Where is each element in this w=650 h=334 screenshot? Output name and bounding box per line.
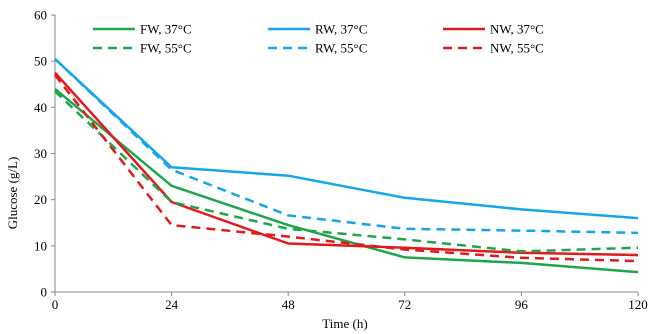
y-tick-label: 30 xyxy=(34,146,47,161)
y-axis-title: Glucose (g/L) xyxy=(5,157,20,230)
series-line-nw-55-c xyxy=(54,74,639,263)
y-tick-label: 60 xyxy=(34,8,47,23)
axes: 0 10 20 30 40 50 60 0 24 48 72 96 120 xyxy=(34,8,648,313)
series-line-fw-37-c xyxy=(54,87,639,274)
x-axis-title: Time (h) xyxy=(322,316,367,331)
series-line-nw-37-c xyxy=(54,71,639,257)
y-tick-label: 50 xyxy=(34,54,47,69)
x-tick-label: 0 xyxy=(52,297,59,312)
y-tick-label: 0 xyxy=(41,285,48,300)
series-line-rw-55-c xyxy=(54,57,639,235)
legend: FW, 37°C RW, 37°C NW, 37°C FW, 55°C RW, 55°C… xyxy=(93,22,544,56)
legend-label: FW, 37°C xyxy=(140,22,192,37)
legend-label: RW, 37°C xyxy=(315,22,367,37)
x-tick-label: 24 xyxy=(165,297,179,312)
legend-label: NW, 37°C xyxy=(490,22,544,37)
legend-label: NW, 55°C xyxy=(490,41,544,56)
x-tick-label: 96 xyxy=(515,297,529,312)
legend-label: FW, 55°C xyxy=(140,41,192,56)
series-layer xyxy=(54,57,639,274)
x-tick-label: 48 xyxy=(282,297,295,312)
y-tick-label: 10 xyxy=(34,238,47,253)
x-tick-label: 120 xyxy=(628,297,648,312)
y-tick-label: 20 xyxy=(34,192,47,207)
x-tick-label: 72 xyxy=(398,297,411,312)
series-line-rw-37-c xyxy=(54,57,639,220)
legend-label: RW, 55°C xyxy=(315,41,367,56)
y-tick-label: 40 xyxy=(34,100,47,115)
